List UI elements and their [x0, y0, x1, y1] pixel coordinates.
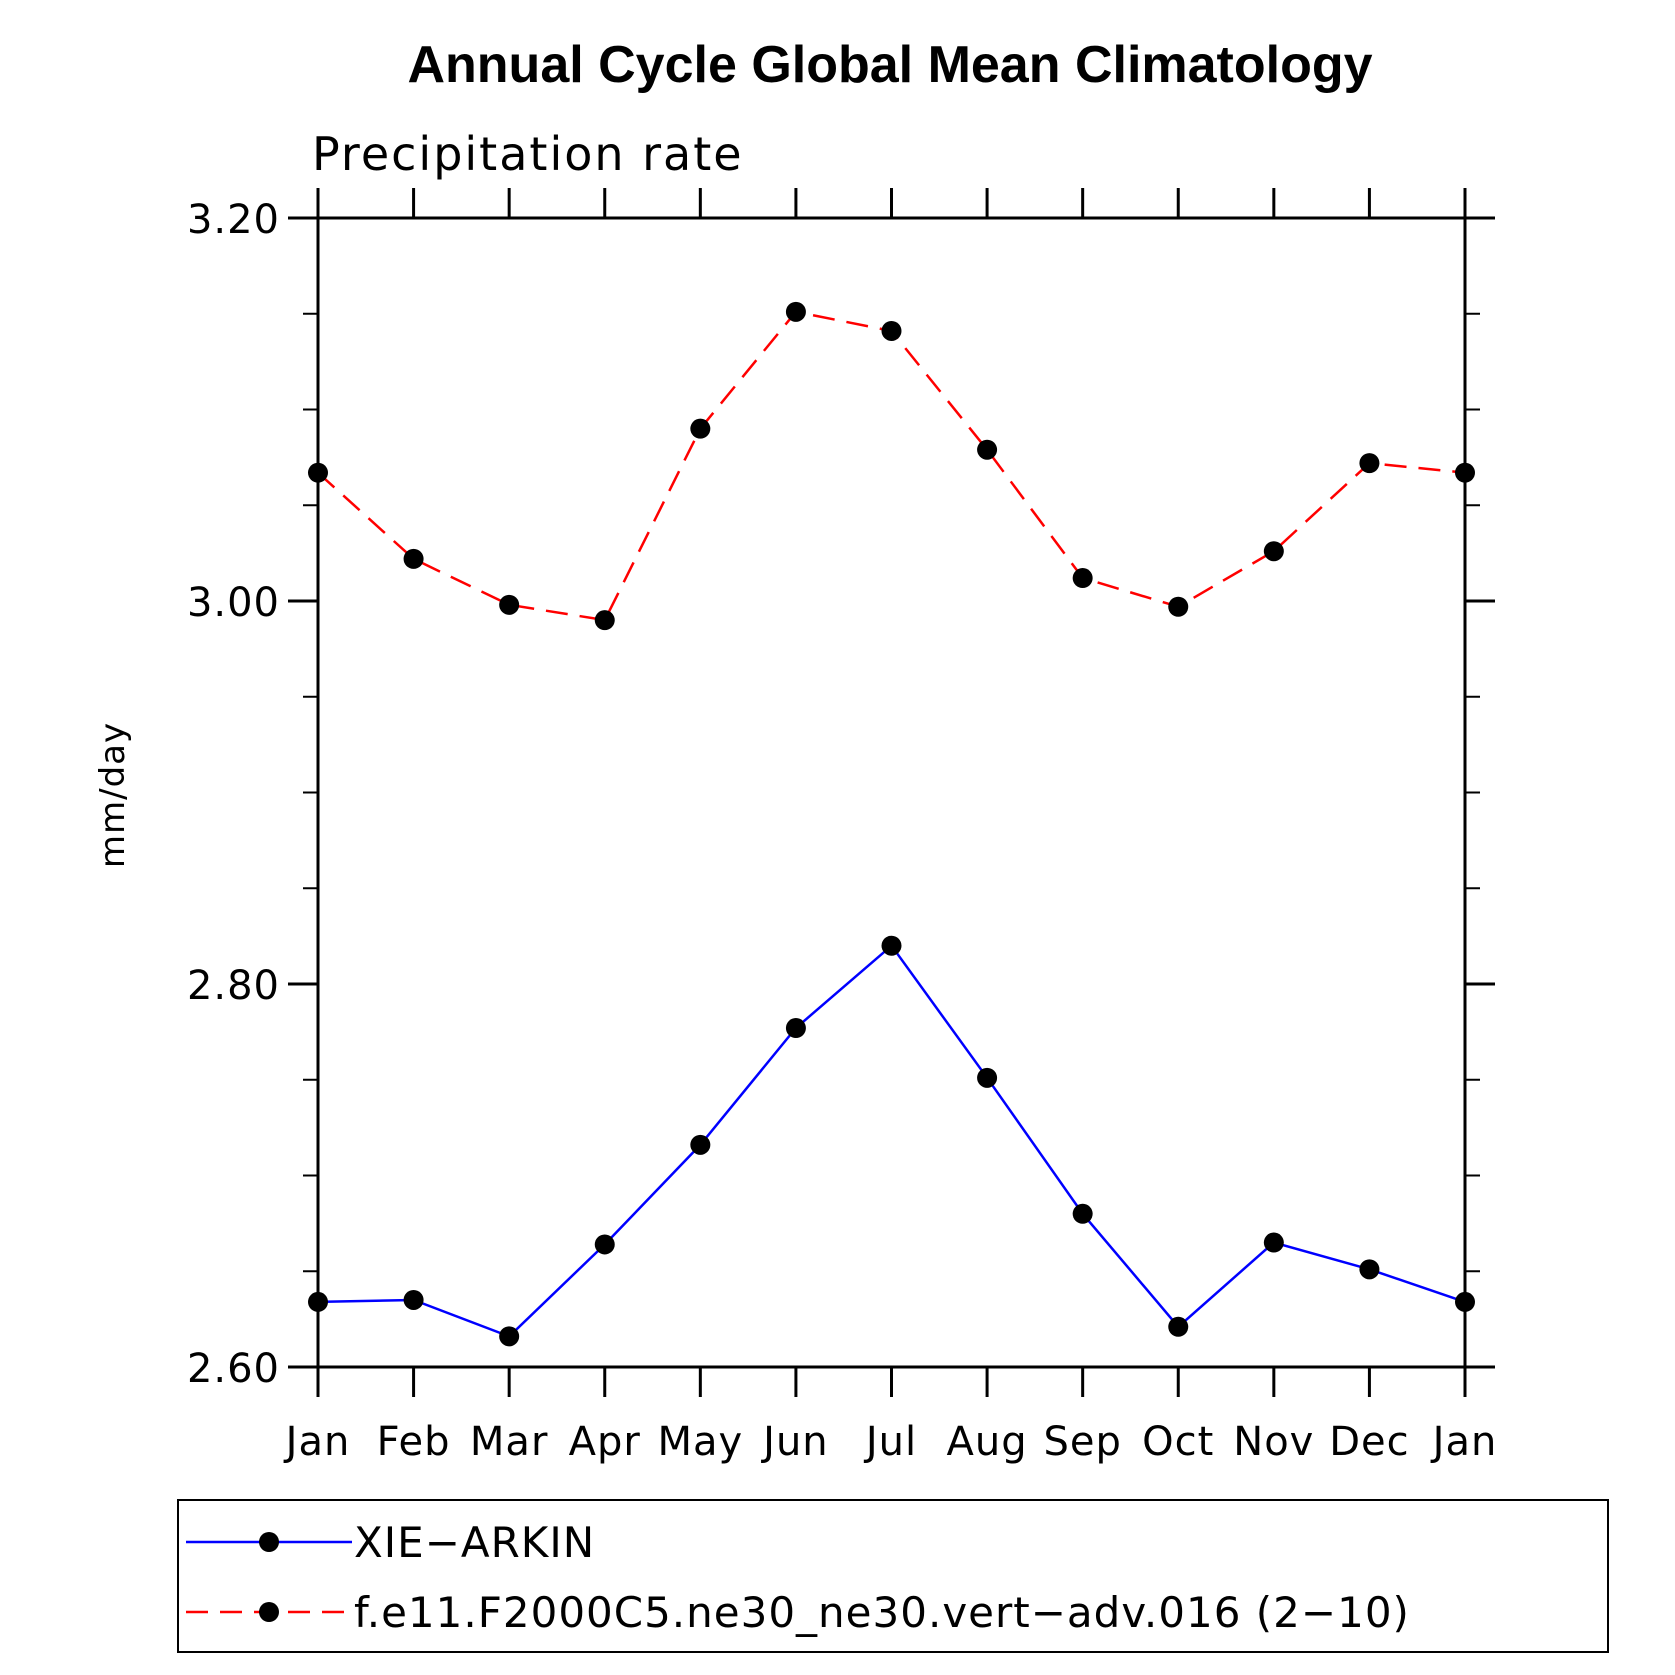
series-1-point: [1359, 453, 1380, 474]
x-tick-label: Jun: [760, 1419, 829, 1465]
y-tick-label: 2.80: [187, 963, 280, 1009]
x-tick-label: Dec: [1329, 1419, 1409, 1465]
legend-label-1: f.e11.F2000C5.ne30_ne30.vert−adv.016 (2−…: [354, 1588, 1410, 1637]
chart-subtitle: Precipitation rate: [312, 127, 744, 181]
series-1-point: [499, 594, 520, 615]
series-line-1: [317, 310, 1466, 622]
legend-label-0: XIE−ARKIN: [354, 1518, 595, 1567]
series-0-point: [594, 1234, 615, 1255]
series-0-point: [1455, 1291, 1475, 1312]
legend-marker-1: [259, 1602, 279, 1622]
x-tick-label: Jan: [283, 1419, 351, 1465]
series-0-point: [1072, 1203, 1093, 1224]
series-0-point: [690, 1134, 711, 1155]
y-tick-labels: 2.60 2.80 3.00 3.20: [187, 197, 280, 1392]
plot-frame: [316, 216, 1467, 1369]
y-tick-label: 2.60: [187, 1346, 280, 1392]
series-1-point: [785, 301, 806, 322]
x-tick-label: Oct: [1142, 1419, 1214, 1465]
series-group: [308, 301, 1475, 1347]
series-1-point: [977, 439, 998, 460]
series-0-point: [1263, 1232, 1284, 1253]
x-tick-label: Sep: [1043, 1419, 1121, 1465]
legend-marker-0: [259, 1532, 279, 1552]
x-tick-labels: Jan Feb Mar Apr May Jun Jul Aug Sep Oct Nov Dec Jan: [283, 1419, 1498, 1465]
x-tick-label: Mar: [470, 1419, 548, 1465]
legend: XIE−ARKIN f.e11.F2000C5.ne30_ne30.vert−ad…: [186, 1518, 1410, 1637]
series-0-point: [1359, 1259, 1380, 1280]
chart-title: Annual Cycle Global Mean Climatology: [407, 36, 1372, 94]
series-0-point: [403, 1289, 424, 1310]
legend-box: [177, 1499, 1609, 1653]
series-1-point: [881, 320, 902, 341]
x-tick-label: Apr: [569, 1419, 641, 1465]
series-0-point: [785, 1018, 806, 1039]
series-0-point: [881, 935, 902, 956]
series-0-point: [1168, 1316, 1189, 1337]
series-1-point: [1455, 462, 1475, 483]
axis-ticks: [288, 188, 1495, 1397]
series-1-point: [308, 462, 328, 483]
series-1-point: [403, 548, 424, 569]
x-tick-label: Feb: [377, 1419, 451, 1465]
x-tick-label: May: [657, 1419, 743, 1465]
series-1-point: [594, 610, 615, 631]
x-tick-label: Nov: [1233, 1419, 1314, 1465]
series-1-point: [1072, 568, 1093, 589]
series-0-point: [499, 1326, 520, 1347]
series-1-point: [1263, 541, 1284, 562]
series-1-point: [690, 418, 711, 439]
series-line-0: [317, 943, 1466, 1338]
series-0-point: [977, 1067, 998, 1088]
y-tick-label: 3.00: [187, 580, 280, 626]
x-tick-label: Jul: [863, 1419, 917, 1465]
y-tick-label: 3.20: [187, 197, 280, 243]
x-tick-label: Jan: [1430, 1419, 1498, 1465]
x-tick-label: Aug: [947, 1419, 1028, 1465]
series-0-point: [308, 1291, 328, 1312]
y-axis-label: mm/day: [93, 722, 133, 868]
series-1-point: [1168, 596, 1189, 617]
